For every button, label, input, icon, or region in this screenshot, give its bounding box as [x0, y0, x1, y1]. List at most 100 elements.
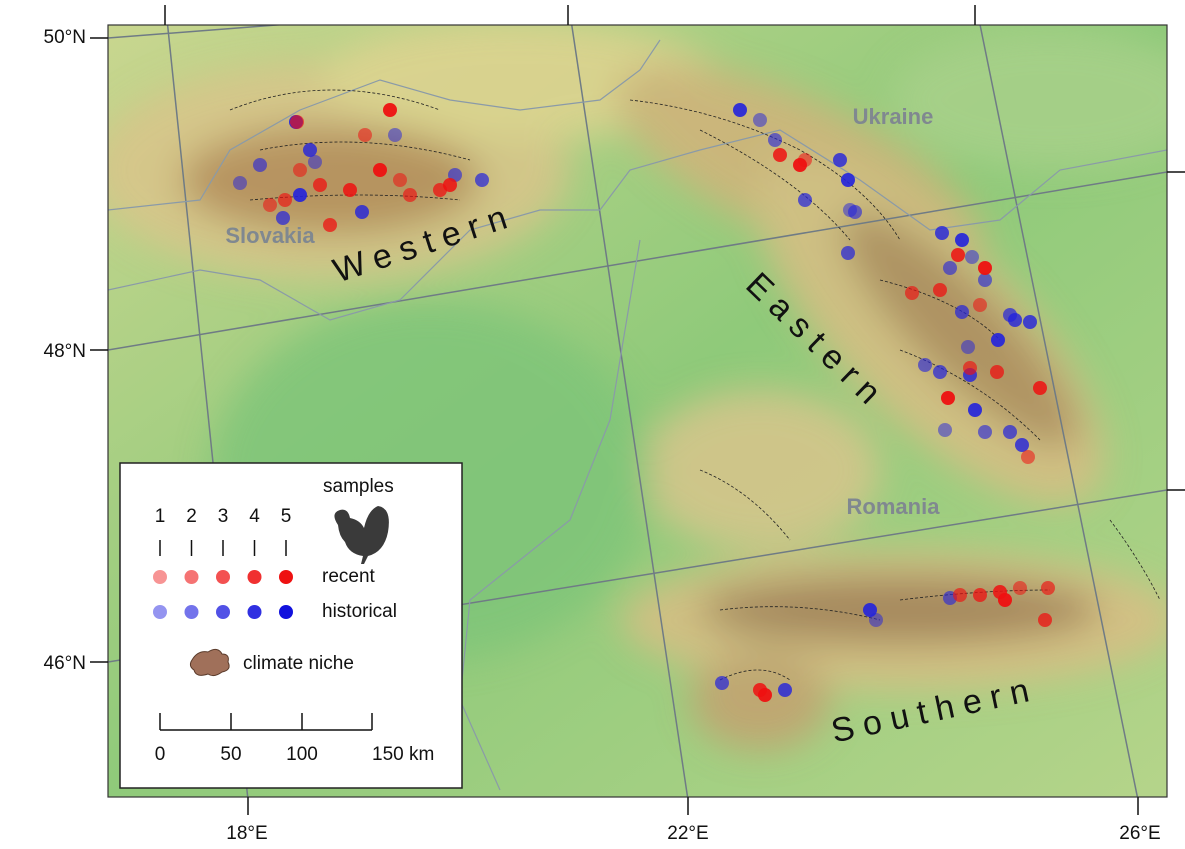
scale-label: 50: [220, 744, 241, 765]
historical-dot: [1023, 315, 1037, 329]
level-label: 2: [186, 506, 197, 527]
country-label: Ukraine: [853, 104, 934, 129]
recent-dot: [290, 115, 304, 129]
historical-dot: [355, 205, 369, 219]
legend-climate-niche: climate niche: [243, 653, 354, 674]
recent-dot: [323, 218, 337, 232]
recent-dot: [293, 163, 307, 177]
historical-dot: [869, 613, 883, 627]
recent-dot: [313, 178, 327, 192]
historical-swatch: [153, 605, 167, 619]
lat-label: 46°N: [44, 653, 86, 674]
legend-historical: historical: [322, 601, 397, 622]
historical-dot: [991, 333, 1005, 347]
historical-dot: [968, 403, 982, 417]
lon-label: 18°E: [226, 823, 267, 844]
historical-dot: [798, 193, 812, 207]
historical-dot: [753, 113, 767, 127]
recent-dot: [798, 153, 812, 167]
level-label: 5: [281, 506, 292, 527]
historical-dot: [1015, 438, 1029, 452]
historical-dot: [965, 250, 979, 264]
country-label: Romania: [847, 494, 941, 519]
recent-swatch: [185, 570, 199, 584]
lat-label: 48°N: [44, 341, 86, 362]
historical-dot: [778, 683, 792, 697]
recent-dot: [951, 248, 965, 262]
recent-swatch: [279, 570, 293, 584]
recent-dot: [941, 391, 955, 405]
recent-dot: [383, 103, 397, 117]
recent-swatch: [153, 570, 167, 584]
recent-swatch: [248, 570, 262, 584]
recent-dot: [998, 593, 1012, 607]
historical-dot: [768, 133, 782, 147]
recent-dot: [758, 688, 772, 702]
level-label: 3: [218, 506, 229, 527]
recent-dot: [373, 163, 387, 177]
recent-swatch: [216, 570, 230, 584]
historical-dot: [253, 158, 267, 172]
historical-dot: [841, 173, 855, 187]
lon-label: 26°E: [1119, 823, 1160, 844]
legend-samples: samples: [323, 476, 394, 497]
recent-dot: [343, 183, 357, 197]
level-label: 4: [249, 506, 260, 527]
historical-dot: [475, 173, 489, 187]
historical-dot: [715, 676, 729, 690]
lon-label: 22°E: [667, 823, 708, 844]
recent-dot: [905, 286, 919, 300]
recent-dot: [990, 365, 1004, 379]
recent-dot: [443, 178, 457, 192]
historical-dot: [303, 143, 317, 157]
historical-dot: [233, 176, 247, 190]
recent-dot: [973, 588, 987, 602]
historical-dot: [938, 423, 952, 437]
historical-dot: [293, 188, 307, 202]
historical-dot: [1003, 425, 1017, 439]
historical-swatch: [279, 605, 293, 619]
recent-dot: [953, 588, 967, 602]
recent-dot: [963, 361, 977, 375]
historical-dot: [308, 155, 322, 169]
recent-dot: [773, 148, 787, 162]
country-label: Slovakia: [225, 223, 315, 248]
historical-dot: [848, 205, 862, 219]
recent-dot: [1038, 613, 1052, 627]
recent-dot: [1021, 450, 1035, 464]
recent-dot: [933, 283, 947, 297]
recent-dot: [973, 298, 987, 312]
map: 50°N 48°N 46°N 18°E 22°E 26°E Western Ea…: [0, 0, 1185, 849]
recent-dot: [1041, 581, 1055, 595]
recent-dot: [393, 173, 407, 187]
historical-dot: [961, 340, 975, 354]
historical-dot: [933, 365, 947, 379]
historical-dot: [943, 261, 957, 275]
recent-dot: [278, 193, 292, 207]
recent-dot: [358, 128, 372, 142]
historical-swatch: [216, 605, 230, 619]
recent-dot: [263, 198, 277, 212]
legend-recent: recent: [322, 566, 376, 587]
historical-dot: [955, 233, 969, 247]
historical-dot: [955, 305, 969, 319]
lat-label: 50°N: [44, 27, 86, 48]
level-label: 1: [155, 506, 166, 527]
historical-dot: [978, 425, 992, 439]
historical-swatch: [185, 605, 199, 619]
historical-dot: [978, 273, 992, 287]
historical-dot: [733, 103, 747, 117]
recent-dot: [1033, 381, 1047, 395]
historical-swatch: [248, 605, 262, 619]
recent-dot: [1013, 581, 1027, 595]
historical-dot: [388, 128, 402, 142]
recent-dot: [978, 261, 992, 275]
scale-label: 100: [286, 744, 318, 765]
scale-label: 0: [155, 744, 166, 765]
recent-dot: [403, 188, 417, 202]
historical-dot: [935, 226, 949, 240]
scale-label: 150 km: [372, 744, 434, 765]
historical-dot: [833, 153, 847, 167]
historical-dot: [918, 358, 932, 372]
